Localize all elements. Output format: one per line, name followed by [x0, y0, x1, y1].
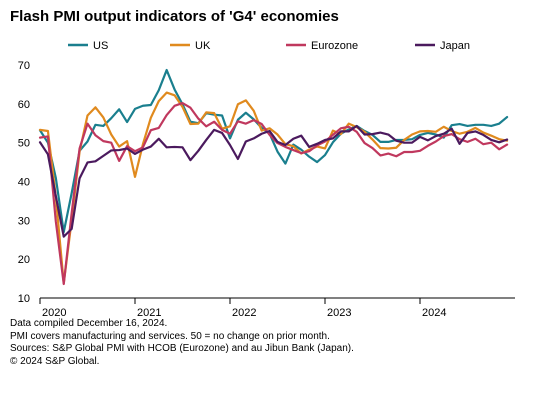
- footnote-copyright: © 2024 S&P Global.: [10, 355, 100, 367]
- legend-label-japan: Japan: [440, 40, 470, 52]
- series-line-japan: [38, 124, 509, 238]
- footnote-pmi-coverage: PMI covers manufacturing and services. 5…: [10, 330, 330, 342]
- chart-title: Flash PMI output indicators of 'G4' econ…: [10, 8, 339, 25]
- footnotes: Data compiled December 16, 2024. PMI cov…: [10, 318, 354, 368]
- legend: US UK Eurozone Japan: [68, 40, 470, 52]
- x-tick-label: 2021: [137, 307, 161, 319]
- y-tick-label: 10: [18, 293, 30, 305]
- y-tick-label: 70: [18, 60, 30, 72]
- series-line-eurozone: [38, 101, 509, 286]
- footnote-sources: Sources: S&P Global PMI with HCOB (Euroz…: [10, 343, 354, 354]
- x-tick-label: 2020: [42, 307, 66, 319]
- series-line-uk: [38, 91, 509, 285]
- series-line-us: [38, 68, 509, 234]
- footnote-data-compiled: Data compiled December 16, 2024.: [10, 318, 168, 329]
- y-tick-label: 60: [18, 99, 30, 111]
- legend-label-uk: UK: [195, 40, 211, 52]
- x-tick-label: 2023: [327, 307, 351, 319]
- chart-axes: 10 20 30 40 50 60 70 2020 2021 2022 2023 2024: [18, 60, 515, 319]
- legend-label-us: US: [93, 40, 108, 52]
- series-lines: [38, 68, 509, 286]
- y-tick-label: 50: [18, 138, 30, 150]
- x-tick-label: 2024: [422, 307, 446, 319]
- y-tick-label: 30: [18, 215, 30, 227]
- x-tick-label: 2022: [232, 307, 256, 319]
- y-tick-label: 40: [18, 177, 30, 189]
- legend-label-eurozone: Eurozone: [311, 40, 358, 52]
- y-tick-label: 20: [18, 254, 30, 266]
